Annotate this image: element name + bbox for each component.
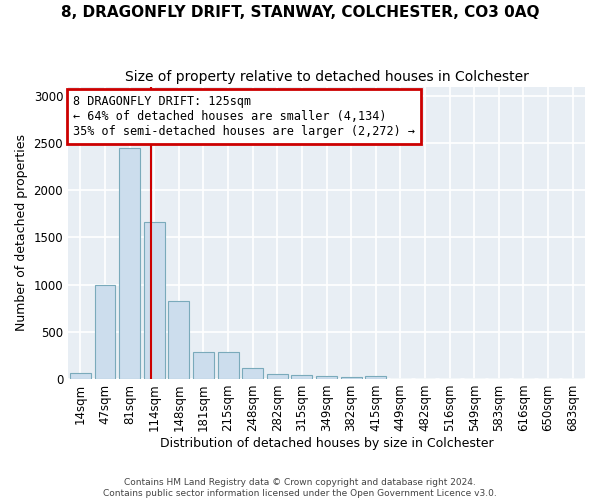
Bar [267,374,288,379]
Bar [70,374,91,379]
Bar [365,376,386,379]
Text: 8 DRAGONFLY DRIFT: 125sqm
← 64% of detached houses are smaller (4,134)
35% of se: 8 DRAGONFLY DRIFT: 125sqm ← 64% of detac… [73,96,415,138]
Bar [144,222,164,379]
Bar [193,352,214,379]
Bar [218,352,239,379]
Bar [95,284,115,379]
Bar [316,376,337,379]
Title: Size of property relative to detached houses in Colchester: Size of property relative to detached ho… [125,70,529,84]
X-axis label: Distribution of detached houses by size in Colchester: Distribution of detached houses by size … [160,437,493,450]
Bar [242,368,263,379]
Text: 8, DRAGONFLY DRIFT, STANWAY, COLCHESTER, CO3 0AQ: 8, DRAGONFLY DRIFT, STANWAY, COLCHESTER,… [61,5,539,20]
Bar [292,374,313,379]
Bar [341,377,362,379]
Bar [119,148,140,379]
Y-axis label: Number of detached properties: Number of detached properties [15,134,28,332]
Bar [169,300,189,379]
Text: Contains HM Land Registry data © Crown copyright and database right 2024.
Contai: Contains HM Land Registry data © Crown c… [103,478,497,498]
